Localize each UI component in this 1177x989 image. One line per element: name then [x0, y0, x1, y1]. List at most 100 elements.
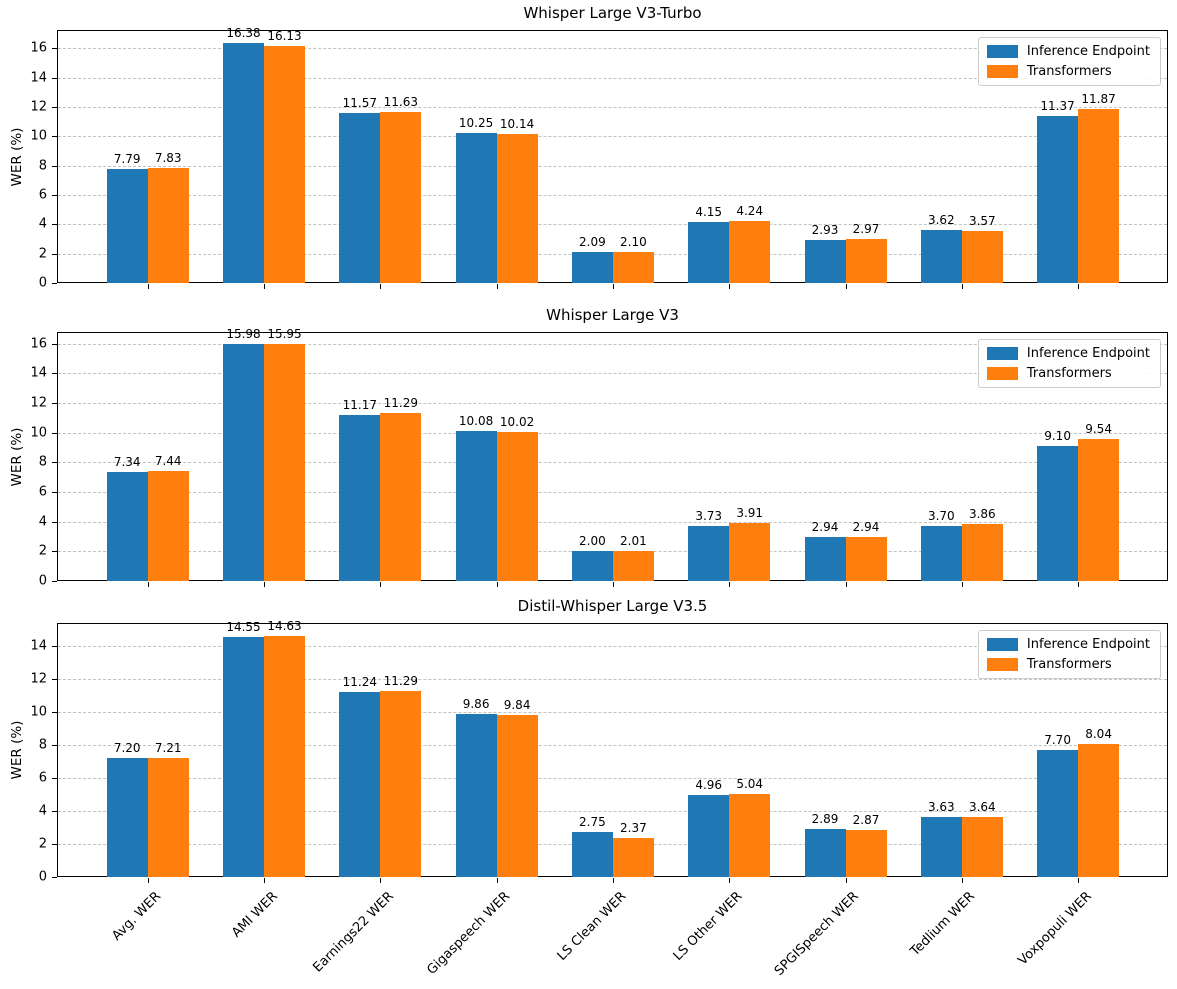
legend-item: Inference Endpoint: [986, 44, 1150, 59]
y-tick-mark: [52, 107, 57, 108]
gridline: [58, 343, 1167, 345]
y-tick-mark: [52, 195, 57, 196]
gridline: [58, 646, 1167, 648]
gridline: [58, 195, 1167, 196]
legend: Inference Endpoint Transformers: [977, 630, 1161, 679]
x-tick-mark: [380, 878, 382, 883]
bar-value-label: 11.17: [342, 398, 377, 413]
bar-value-label: 10.02: [499, 415, 535, 430]
bar-value-label: 7.21: [154, 741, 182, 756]
legend-item: Transformers: [986, 366, 1150, 381]
bar-transformers: [264, 635, 305, 877]
y-tick-label: 2: [38, 836, 47, 852]
bar-transformers: [961, 230, 1003, 283]
legend-label: Transformers: [1026, 366, 1112, 381]
bar-value-label: 3.91: [736, 505, 764, 520]
x-tick-mark: [729, 284, 731, 289]
bar-value-label: 10.25: [458, 115, 494, 130]
x-tick-mark: [264, 582, 265, 587]
legend: Inference Endpoint Transformers: [977, 339, 1161, 388]
bar-value-label: 11.24: [342, 674, 377, 689]
bar-transformers: [961, 523, 1003, 581]
x-tick-mark: [147, 284, 149, 289]
bar-inference-endpoint: [571, 831, 613, 877]
gridline: [58, 48, 1167, 50]
bar-value-label: 16.13: [267, 29, 302, 44]
y-tick-label: 14: [30, 365, 47, 381]
x-tick-label: Avg. WER: [109, 889, 165, 944]
bar-transformers: [845, 239, 887, 283]
y-tick-label: 0: [38, 275, 47, 291]
bar-transformers: [380, 112, 422, 283]
bar-value-label: 8.04: [1085, 727, 1112, 742]
x-tick-mark: [147, 582, 149, 587]
x-tick-mark: [845, 284, 847, 289]
legend-swatch-inference-endpoint: [986, 638, 1018, 651]
x-tick-mark: [264, 284, 265, 289]
legend-item: Transformers: [986, 657, 1150, 672]
y-tick-mark: [52, 712, 57, 714]
bar-inference-endpoint: [688, 525, 730, 581]
y-tick-mark: [52, 165, 57, 167]
bar-transformers: [612, 252, 654, 283]
y-tick-mark: [52, 373, 57, 375]
bar-transformers: [612, 551, 654, 581]
bar-value-label: 2.89: [811, 812, 839, 827]
bar-value-label: 9.84: [503, 697, 531, 712]
y-tick-label: 0: [38, 573, 47, 589]
x-tick-mark: [496, 878, 498, 883]
y-tick-label: 10: [30, 704, 47, 720]
y-tick-mark: [52, 679, 57, 681]
bar-inference-endpoint: [571, 551, 613, 581]
legend-swatch-inference-endpoint: [986, 45, 1018, 58]
bar-transformers: [612, 837, 654, 877]
gridline: [58, 778, 1167, 780]
y-tick-label: 14: [30, 70, 47, 86]
y-tick-mark: [52, 462, 57, 464]
bar-transformers: [1078, 744, 1120, 877]
legend-label: Transformers: [1026, 64, 1112, 79]
bar-inference-endpoint: [455, 431, 497, 581]
bar-inference-endpoint: [804, 829, 846, 877]
x-tick-label: Gigaspeech WER: [424, 889, 514, 978]
subplot-title-whisper-large-v3-turbo: Whisper Large V3-Turbo: [523, 4, 702, 22]
y-tick-mark: [52, 343, 57, 345]
x-tick-label: Earnings22 WER: [310, 889, 397, 976]
legend-label: Inference Endpoint: [1026, 637, 1150, 652]
y-tick-label: 8: [38, 454, 47, 470]
y-tick-label: 2: [38, 543, 47, 559]
bar-value-label: 2.37: [620, 820, 647, 835]
y-tick-label: 0: [38, 869, 47, 885]
bar-inference-endpoint: [920, 229, 962, 283]
y-tick-mark: [52, 844, 57, 845]
legend-item: Inference Endpoint: [986, 637, 1150, 652]
y-tick-label: 8: [38, 737, 47, 753]
bar-value-label: 3.64: [968, 799, 996, 814]
y-tick-mark: [52, 283, 57, 284]
bar-value-label: 7.70: [1044, 733, 1071, 747]
gridline: [58, 712, 1167, 714]
bar-value-label: 2.94: [811, 520, 839, 535]
bar-transformers: [845, 537, 887, 581]
bar-inference-endpoint: [455, 132, 497, 283]
bar-value-label: 2.01: [620, 534, 647, 549]
y-tick-mark: [52, 877, 57, 878]
bar-transformers: [147, 470, 189, 581]
bar-inference-endpoint: [106, 472, 148, 581]
x-tick-mark: [845, 582, 847, 587]
bar-value-label: 11.37: [1040, 99, 1075, 114]
bar-value-label: 4.24: [736, 203, 764, 218]
gridline: [58, 491, 1167, 493]
bar-value-label: 3.70: [927, 509, 955, 524]
bar-inference-endpoint: [571, 252, 613, 283]
bar-value-label: 3.63: [927, 800, 955, 815]
bar-transformers: [380, 413, 422, 581]
bar-transformers: [1078, 108, 1120, 283]
bar-value-label: 9.54: [1085, 422, 1112, 437]
subplot-title-whisper-large-v3: Whisper Large V3: [546, 306, 679, 324]
bar-transformers: [496, 714, 538, 877]
gridline: [58, 224, 1167, 226]
bar-inference-endpoint: [920, 526, 962, 581]
bar-value-label: 7.79: [113, 151, 141, 166]
bar-transformers: [845, 829, 887, 877]
